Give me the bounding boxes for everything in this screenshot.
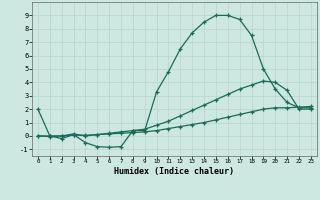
X-axis label: Humidex (Indice chaleur): Humidex (Indice chaleur) bbox=[115, 167, 234, 176]
